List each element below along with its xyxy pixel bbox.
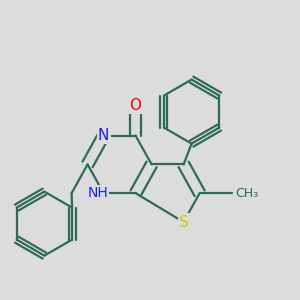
- Text: CH₃: CH₃: [236, 187, 259, 200]
- Text: S: S: [179, 214, 188, 230]
- Text: NH: NH: [88, 186, 108, 200]
- Text: N: N: [98, 128, 109, 143]
- Text: O: O: [130, 98, 142, 113]
